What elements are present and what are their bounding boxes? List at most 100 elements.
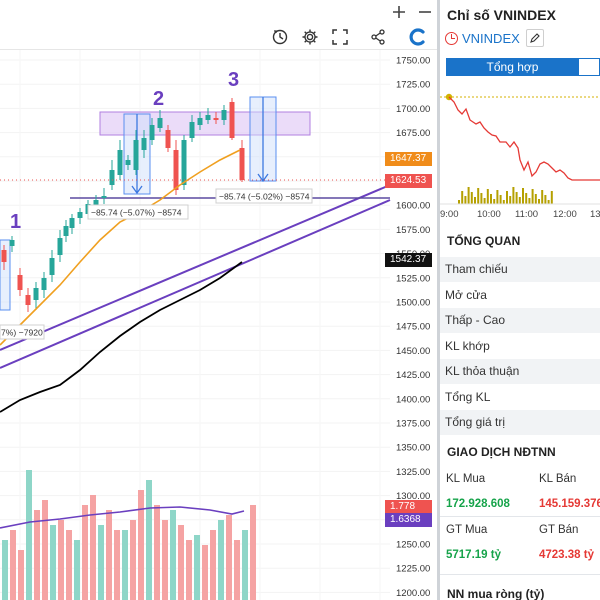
- volume-bar[interactable]: [2, 540, 8, 600]
- volume-bar[interactable]: [202, 545, 208, 600]
- price-axis-tick: 1250.00: [396, 540, 430, 551]
- ma-long-line[interactable]: [0, 261, 243, 413]
- price-chart[interactable]: 1 2 3 −85.74 (−5.07%) −8574 −85.74 (−5.0…: [0, 50, 437, 600]
- foreign-separator: [440, 516, 600, 517]
- volume-bar[interactable]: [138, 490, 144, 600]
- price-axis-tick: 1575.00: [396, 225, 430, 236]
- measure-label-right: −85.74 (−5.02%) −8574: [219, 192, 310, 202]
- candle-body[interactable]: [49, 258, 55, 275]
- plus-icon[interactable]: [390, 3, 408, 21]
- volume-bar[interactable]: [74, 540, 80, 600]
- candle-body[interactable]: [125, 160, 131, 165]
- candle-body[interactable]: [173, 150, 179, 190]
- volume-bar[interactable]: [242, 530, 248, 600]
- candle-body[interactable]: [221, 110, 227, 120]
- candle-body[interactable]: [101, 196, 107, 198]
- fullscreen-icon[interactable]: [330, 27, 350, 47]
- gear-icon[interactable]: [300, 27, 320, 47]
- minus-icon[interactable]: [416, 3, 434, 21]
- price-axis-tick: 1450.00: [396, 346, 430, 357]
- overview-row-thap-cao: Thấp - Cao: [440, 308, 600, 334]
- intraday-price-line[interactable]: [448, 96, 600, 181]
- volume-bar[interactable]: [186, 540, 192, 600]
- volume-ma-line[interactable]: [0, 506, 245, 529]
- candle-body[interactable]: [57, 238, 63, 255]
- volume-bar[interactable]: [170, 510, 176, 600]
- tab-secondary[interactable]: [579, 58, 600, 76]
- candle-body[interactable]: [165, 130, 171, 148]
- candle-body[interactable]: [33, 288, 39, 300]
- panel-divider[interactable]: [437, 0, 440, 600]
- volume-bar[interactable]: [122, 530, 128, 600]
- candle-body[interactable]: [117, 150, 123, 175]
- edit-symbol-button[interactable]: [525, 29, 544, 47]
- candle-body[interactable]: [181, 140, 187, 185]
- volume-bar[interactable]: [234, 540, 240, 600]
- price-tag-volume-ma: 1.6368: [385, 513, 432, 527]
- intraday-volume-bar: [499, 195, 502, 204]
- intraday-volume-bar: [483, 198, 486, 204]
- price-chart-canvas[interactable]: 1 2 3 −85.74 (−5.07%) −8574 −85.74 (−5.0…: [0, 50, 437, 600]
- candle-body[interactable]: [109, 170, 115, 185]
- candle-body[interactable]: [25, 295, 31, 305]
- volume-bar[interactable]: [90, 495, 96, 600]
- volume-bar[interactable]: [10, 530, 16, 600]
- measure-box-left[interactable]: [0, 239, 11, 311]
- volume-bar[interactable]: [154, 505, 160, 600]
- candle-body[interactable]: [41, 278, 47, 290]
- volume-bar[interactable]: [66, 530, 72, 600]
- candle-body[interactable]: [9, 240, 15, 246]
- volume-bar[interactable]: [98, 525, 104, 600]
- brand-logo-icon[interactable]: [406, 25, 430, 49]
- candle-body[interactable]: [141, 138, 147, 150]
- volume-bar[interactable]: [114, 530, 120, 600]
- volume-bar[interactable]: [58, 520, 64, 600]
- candle-body[interactable]: [197, 118, 203, 125]
- candle-body[interactable]: [1, 250, 7, 262]
- volume-bar[interactable]: [226, 515, 232, 600]
- ma-short-line[interactable]: [0, 149, 241, 346]
- panel-tabs: Tổng hợp: [446, 58, 600, 76]
- volume-bar[interactable]: [210, 530, 216, 600]
- volume-bar[interactable]: [82, 505, 88, 600]
- candle-body[interactable]: [77, 212, 83, 218]
- volume-bar[interactable]: [130, 520, 136, 600]
- candle-body[interactable]: [133, 140, 139, 170]
- tab-tong-hop[interactable]: Tổng hợp: [446, 58, 579, 76]
- candle-body[interactable]: [239, 148, 245, 180]
- clock-icon[interactable]: [270, 27, 290, 47]
- volume-bar[interactable]: [162, 520, 168, 600]
- candle-body[interactable]: [69, 218, 75, 228]
- candle-body[interactable]: [149, 125, 155, 140]
- volume-bar[interactable]: [50, 525, 56, 600]
- volume-bar[interactable]: [106, 510, 112, 600]
- foreign-title: GIAO DỊCH NĐTNN: [447, 445, 556, 459]
- intraday-volume-bar: [490, 194, 492, 204]
- panel-title: Chỉ số VNINDEX: [447, 7, 556, 23]
- candle-body[interactable]: [189, 122, 195, 138]
- gt-ban-value: 4723.38 tỷ: [539, 549, 594, 561]
- volume-bar[interactable]: [26, 470, 32, 600]
- volume-bar[interactable]: [218, 520, 224, 600]
- candle-body[interactable]: [229, 102, 235, 138]
- volume-bar[interactable]: [250, 505, 256, 600]
- volume-bar[interactable]: [42, 500, 48, 600]
- symbol-name[interactable]: VNINDEX: [462, 30, 520, 46]
- candle-body[interactable]: [157, 118, 163, 128]
- candle-body[interactable]: [17, 275, 23, 290]
- volume-bar[interactable]: [194, 535, 200, 600]
- volume-bar[interactable]: [18, 550, 24, 600]
- intraday-volume-bar: [525, 193, 528, 204]
- clock-icon: [445, 31, 458, 45]
- candle-body[interactable]: [213, 118, 219, 120]
- trendline-lower[interactable]: [0, 199, 391, 369]
- trendline-upper[interactable]: [0, 184, 391, 351]
- candle-body[interactable]: [63, 226, 69, 236]
- candle-body[interactable]: [205, 115, 211, 120]
- share-icon[interactable]: [368, 27, 388, 47]
- kl-mua-value: 172.928.608: [446, 498, 510, 510]
- volume-bar[interactable]: [34, 510, 40, 600]
- volume-bar[interactable]: [146, 480, 152, 600]
- volume-bar[interactable]: [178, 525, 184, 600]
- intraday-chart[interactable]: 9:00 10:00 11:00 12:00 13: [440, 80, 600, 220]
